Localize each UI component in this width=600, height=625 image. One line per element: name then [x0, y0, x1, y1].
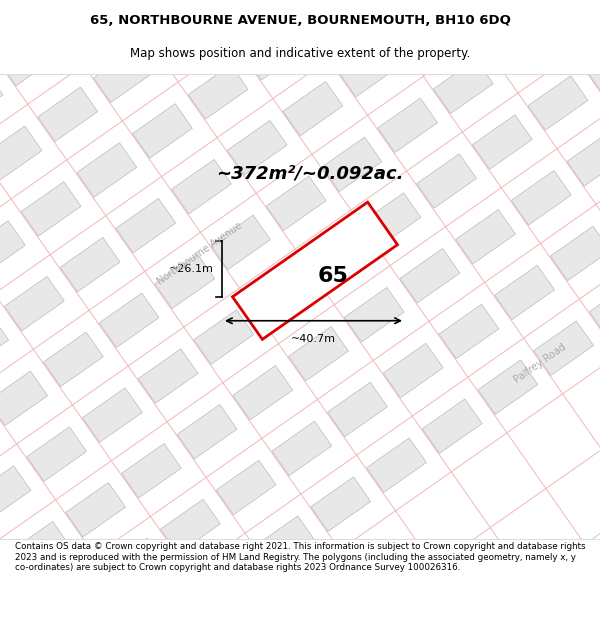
- Polygon shape: [149, 9, 209, 63]
- Polygon shape: [10, 521, 70, 576]
- Polygon shape: [255, 516, 315, 571]
- Text: ~40.7m: ~40.7m: [291, 334, 336, 344]
- Polygon shape: [0, 31, 59, 86]
- Polygon shape: [0, 371, 47, 426]
- Text: Palfrey Road: Palfrey Road: [512, 342, 568, 385]
- Polygon shape: [511, 171, 571, 225]
- Polygon shape: [122, 444, 181, 498]
- Polygon shape: [38, 87, 98, 141]
- Polygon shape: [155, 254, 215, 309]
- Polygon shape: [77, 142, 137, 197]
- Polygon shape: [322, 137, 382, 191]
- Text: 65: 65: [317, 266, 349, 286]
- Polygon shape: [584, 37, 600, 91]
- Polygon shape: [233, 202, 397, 339]
- Polygon shape: [339, 42, 398, 97]
- Polygon shape: [27, 427, 86, 481]
- Polygon shape: [211, 215, 271, 269]
- Polygon shape: [216, 460, 276, 514]
- Polygon shape: [305, 232, 365, 286]
- Polygon shape: [433, 59, 493, 114]
- Polygon shape: [311, 477, 371, 531]
- Text: 65, NORTHBOURNE AVENUE, BOURNEMOUTH, BH10 6DQ: 65, NORTHBOURNE AVENUE, BOURNEMOUTH, BH1…: [89, 14, 511, 27]
- Polygon shape: [456, 209, 515, 264]
- Polygon shape: [0, 561, 14, 615]
- Polygon shape: [0, 221, 25, 275]
- Polygon shape: [344, 288, 404, 342]
- Text: Northbourne Avenue: Northbourne Avenue: [155, 221, 244, 287]
- Polygon shape: [188, 65, 248, 119]
- Polygon shape: [367, 438, 427, 493]
- Text: ~372m²/~0.092ac.: ~372m²/~0.092ac.: [216, 165, 404, 182]
- Polygon shape: [21, 182, 81, 236]
- Polygon shape: [250, 271, 310, 325]
- Polygon shape: [383, 343, 443, 398]
- Polygon shape: [55, 0, 115, 47]
- Polygon shape: [0, 466, 31, 520]
- Polygon shape: [300, 0, 359, 41]
- Polygon shape: [138, 349, 198, 403]
- Polygon shape: [567, 131, 600, 186]
- Polygon shape: [283, 81, 343, 136]
- Polygon shape: [244, 26, 304, 80]
- Polygon shape: [417, 154, 476, 208]
- Polygon shape: [266, 176, 326, 231]
- Polygon shape: [82, 388, 142, 442]
- Polygon shape: [272, 421, 332, 476]
- Polygon shape: [60, 238, 120, 292]
- Polygon shape: [4, 276, 64, 331]
- Polygon shape: [0, 316, 8, 370]
- Polygon shape: [233, 366, 293, 420]
- Polygon shape: [200, 555, 259, 609]
- Text: Contains OS data © Crown copyright and database right 2021. This information is : Contains OS data © Crown copyright and d…: [15, 542, 586, 572]
- Polygon shape: [400, 249, 460, 303]
- Polygon shape: [177, 404, 237, 459]
- Polygon shape: [43, 332, 103, 386]
- Polygon shape: [0, 126, 42, 181]
- Text: ~26.1m: ~26.1m: [169, 264, 214, 274]
- Polygon shape: [495, 265, 554, 319]
- Polygon shape: [528, 76, 588, 130]
- Polygon shape: [394, 3, 454, 58]
- Polygon shape: [161, 499, 220, 554]
- Text: Map shows position and indicative extent of the property.: Map shows position and indicative extent…: [130, 47, 470, 59]
- Polygon shape: [361, 193, 421, 248]
- Polygon shape: [227, 121, 287, 175]
- Polygon shape: [0, 71, 3, 125]
- Polygon shape: [534, 321, 593, 376]
- Polygon shape: [328, 382, 388, 437]
- Polygon shape: [105, 538, 164, 592]
- Polygon shape: [194, 310, 254, 364]
- Polygon shape: [116, 198, 176, 253]
- Polygon shape: [66, 482, 125, 537]
- Polygon shape: [133, 104, 193, 158]
- Polygon shape: [472, 115, 532, 169]
- Polygon shape: [378, 98, 437, 152]
- Polygon shape: [439, 304, 499, 359]
- Polygon shape: [289, 326, 349, 381]
- Polygon shape: [478, 360, 538, 414]
- Polygon shape: [172, 159, 232, 214]
- Polygon shape: [94, 48, 154, 102]
- Polygon shape: [489, 20, 549, 74]
- Polygon shape: [589, 282, 600, 336]
- Polygon shape: [99, 293, 159, 348]
- Polygon shape: [422, 399, 482, 453]
- Polygon shape: [550, 226, 600, 281]
